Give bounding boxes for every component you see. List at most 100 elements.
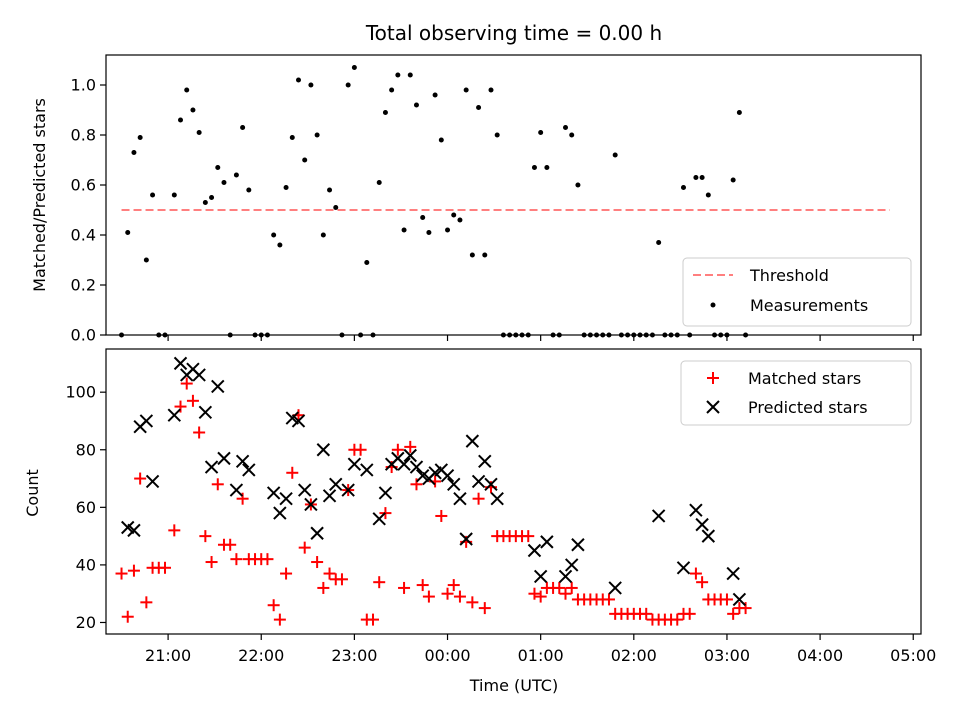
count-y-ticks: 20 40 60 80 100 bbox=[65, 383, 106, 632]
ratio-y-tick-label: 1.0 bbox=[71, 76, 96, 95]
matched-star-point bbox=[404, 440, 417, 453]
predicted-star-point bbox=[440, 468, 455, 483]
matched-star-point bbox=[689, 567, 702, 580]
predicted-star-point bbox=[266, 486, 281, 500]
measurement-point bbox=[389, 87, 395, 93]
measurement-point bbox=[736, 110, 742, 115]
matched-star-point bbox=[298, 541, 311, 554]
measurement-point bbox=[351, 65, 357, 70]
legend-measurements-label: Measurements bbox=[750, 296, 868, 315]
measurement-point bbox=[482, 252, 488, 258]
matched-star-point bbox=[230, 553, 243, 566]
matched-star-point bbox=[224, 538, 237, 551]
matched-star-point bbox=[671, 613, 684, 626]
ratio-y-tick-label: 0.4 bbox=[71, 226, 96, 245]
predicted-star-point bbox=[341, 483, 355, 497]
matched-star-point bbox=[121, 610, 134, 623]
measurement-point bbox=[233, 172, 239, 178]
matched-star-point bbox=[410, 478, 423, 491]
measurement-point bbox=[171, 192, 177, 198]
measurement-point bbox=[345, 82, 351, 88]
measurement-point bbox=[699, 175, 705, 180]
predicted-star-point bbox=[304, 497, 318, 512]
measurement-point bbox=[544, 165, 550, 170]
count-plot-frame bbox=[105, 348, 922, 635]
matched-star-point bbox=[602, 593, 615, 606]
predicted-star-point bbox=[378, 486, 393, 500]
measurement-point bbox=[376, 180, 382, 185]
count-y-tick-label: 80 bbox=[76, 440, 96, 459]
predicted-star-point bbox=[167, 408, 182, 422]
count-x-tick-label: 04:00 bbox=[797, 646, 843, 665]
matched-star-point bbox=[199, 530, 212, 543]
predicted-star-point bbox=[127, 523, 141, 538]
predicted-star-point bbox=[558, 569, 573, 584]
predicted-star-point bbox=[372, 512, 386, 526]
count-legend: Matched stars Predicted stars bbox=[680, 360, 912, 426]
measurement-point bbox=[277, 242, 283, 248]
predicted-star-point bbox=[297, 483, 312, 497]
measurement-point bbox=[246, 187, 252, 193]
predicted-star-point bbox=[211, 379, 225, 394]
matched-star-point bbox=[174, 400, 187, 413]
x-axis-title: Time (UTC) bbox=[469, 676, 558, 695]
ratio-y-tick-label: 0.0 bbox=[71, 326, 96, 345]
matched-star-point bbox=[354, 443, 367, 456]
matched-star-point bbox=[261, 553, 274, 566]
predicted-star-point bbox=[316, 443, 331, 457]
measurement-point bbox=[420, 215, 426, 220]
matched-star-point bbox=[335, 573, 348, 586]
ratio-y-ticks: 0.0 0.2 0.4 0.6 0.8 1.0 bbox=[71, 76, 106, 345]
measurement-point bbox=[150, 192, 156, 198]
matched-star-point bbox=[422, 590, 435, 603]
predicted-star-point bbox=[198, 405, 213, 420]
measurement-point bbox=[308, 82, 314, 88]
ratio-y-tick-label: 0.6 bbox=[71, 176, 96, 195]
matched-star-point bbox=[267, 599, 280, 612]
predicted-star-point bbox=[459, 532, 473, 546]
count-y-tick-label: 40 bbox=[76, 555, 96, 574]
count-x-tick-label: 00:00 bbox=[424, 646, 470, 665]
matched-star-point bbox=[727, 607, 740, 620]
ratio-panel: Total observing time = 0.00 h Matched/Pr… bbox=[30, 21, 922, 345]
predicted-star-point bbox=[329, 477, 343, 492]
legend-predicted-swatch bbox=[706, 400, 720, 414]
count-x-tick-label: 01:00 bbox=[518, 646, 564, 665]
matched-star-point bbox=[186, 394, 199, 407]
predicted-star-point bbox=[409, 460, 424, 474]
count-y-axis-title: Count bbox=[23, 469, 42, 517]
matched-star-point bbox=[373, 576, 386, 589]
count-x-tick-label: 21:00 bbox=[145, 646, 191, 665]
matched-star-point bbox=[522, 530, 535, 543]
measurement-point bbox=[432, 92, 438, 98]
matched-star-point bbox=[441, 587, 454, 600]
measurement-point bbox=[302, 157, 308, 163]
measurement-point bbox=[131, 150, 137, 155]
matched-star-point bbox=[553, 581, 566, 594]
measurement-point bbox=[190, 107, 196, 113]
measurement-point bbox=[184, 87, 190, 93]
matched-star-point bbox=[273, 613, 286, 626]
predicted-star-point bbox=[490, 491, 504, 506]
matched-star-point bbox=[739, 602, 752, 615]
predicted-star-point bbox=[139, 414, 154, 428]
measurement-point bbox=[575, 182, 581, 188]
matched-star-point bbox=[466, 596, 479, 609]
measurement-point bbox=[494, 132, 500, 138]
predicted-star-point bbox=[608, 581, 622, 595]
measurement-point bbox=[476, 105, 482, 110]
measurement-point bbox=[680, 185, 686, 190]
measurement-point bbox=[445, 227, 451, 233]
predicted-star-point bbox=[291, 414, 306, 428]
matched-star-point bbox=[391, 443, 404, 456]
predicted-star-point bbox=[453, 491, 467, 506]
legend-predicted-label: Predicted stars bbox=[748, 398, 868, 417]
measurement-point bbox=[438, 137, 444, 143]
predicted-star-point bbox=[347, 457, 362, 471]
measurement-point bbox=[178, 117, 184, 123]
measurement-point bbox=[196, 130, 202, 135]
matched-star-point bbox=[472, 492, 485, 505]
measurement-point bbox=[395, 72, 401, 78]
measurement-point bbox=[333, 205, 339, 210]
matched-star-point bbox=[317, 581, 330, 594]
